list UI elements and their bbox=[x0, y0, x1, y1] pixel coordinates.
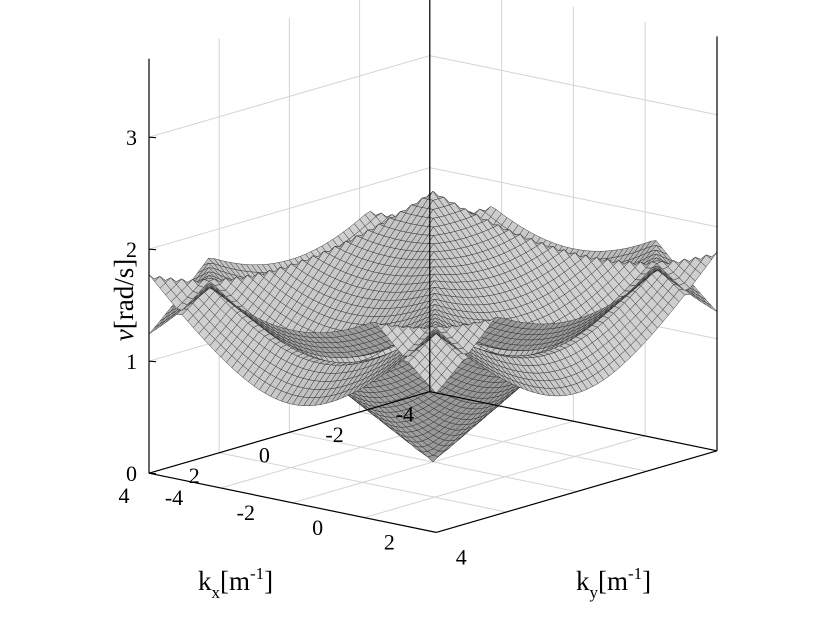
floor-grid-line bbox=[364, 436, 645, 518]
surface-cell-band1 bbox=[706, 303, 717, 312]
surface-cell-band1 bbox=[149, 324, 160, 334]
surface-mesh bbox=[149, 191, 717, 462]
